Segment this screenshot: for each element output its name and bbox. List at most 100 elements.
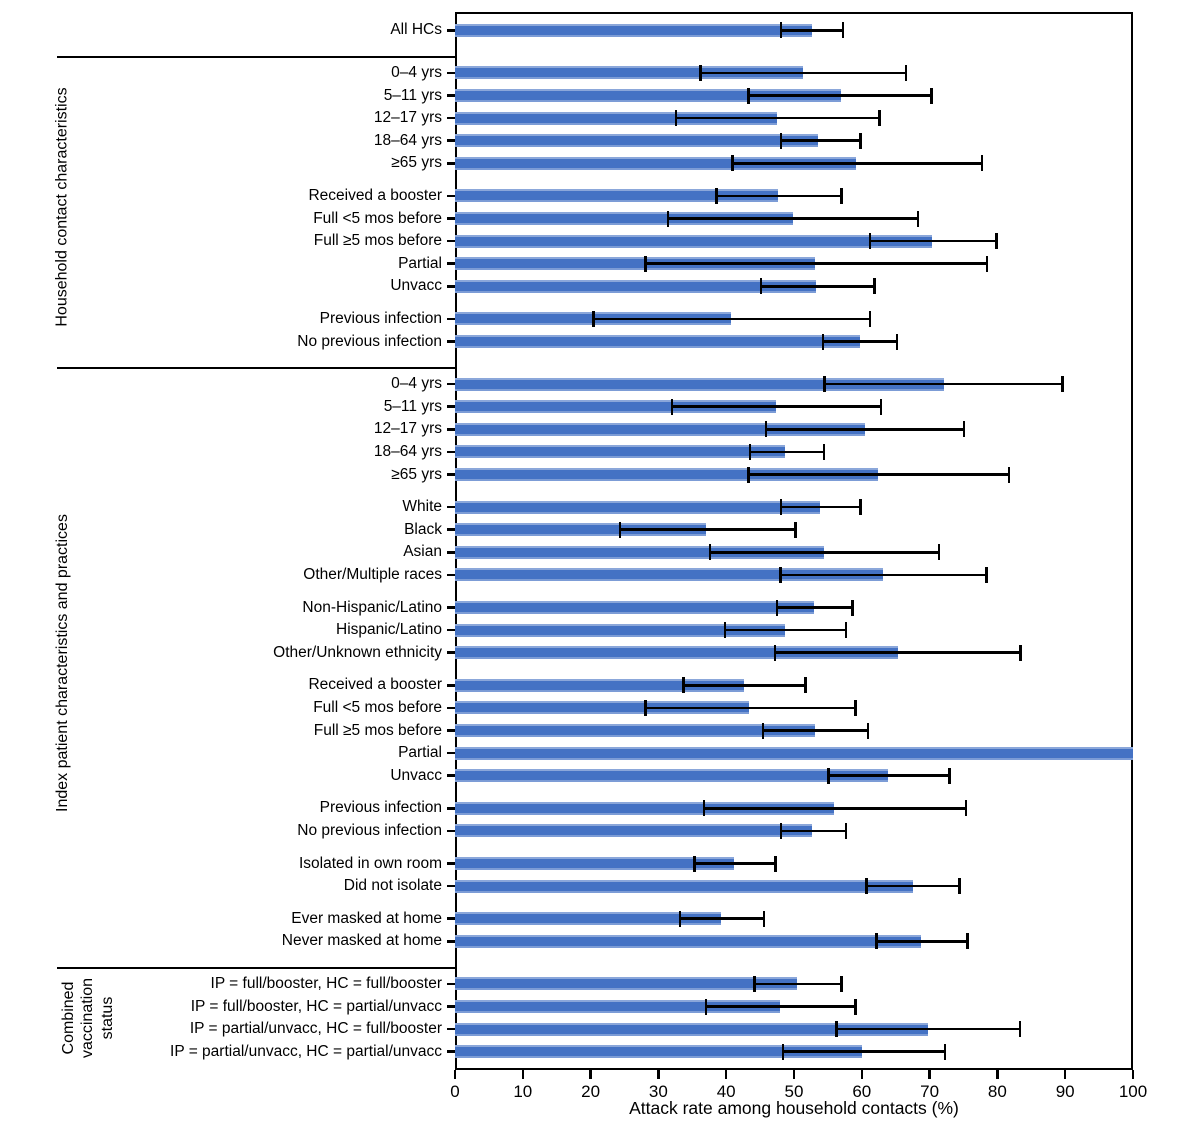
error-bar-cap-high: [948, 767, 951, 784]
error-bar-line: [683, 684, 806, 687]
category-tick: [447, 628, 455, 632]
error-bar-line: [645, 706, 856, 710]
category-tick: [447, 217, 455, 220]
bar: [455, 257, 816, 271]
row-label: 0–4 yrs: [391, 63, 442, 81]
category-tick: [447, 317, 455, 321]
category-tick: [447, 94, 455, 97]
error-bar-cap-high: [964, 800, 968, 817]
bar: [455, 335, 860, 348]
row-label: ≥65 yrs: [391, 465, 442, 483]
x-axis-tick: [453, 1070, 457, 1079]
bar: [455, 111, 778, 125]
error-bar-cap-low: [704, 998, 708, 1015]
error-bar-cap-low: [702, 800, 706, 817]
category-tick: [447, 139, 455, 142]
section-label: Combined vaccination status: [60, 977, 116, 1058]
row-label: Black: [404, 520, 442, 538]
row-label: Partial: [398, 744, 442, 762]
error-bar-cap-low: [618, 521, 621, 538]
category-tick: [447, 428, 455, 431]
error-bar-cap-low: [865, 878, 868, 895]
error-bar-line: [671, 405, 881, 408]
row-label: Hispanic/Latino: [336, 621, 442, 639]
error-bar-line: [869, 239, 997, 243]
row-label: IP = partial/unvacc, HC = full/booster: [189, 1020, 442, 1038]
x-axis-tick-label: 10: [513, 1082, 533, 1101]
error-bar-line: [705, 1005, 856, 1008]
error-bar-cap-low: [747, 466, 750, 483]
category-tick: [447, 382, 455, 386]
error-bar-cap-high: [822, 443, 826, 460]
category-tick: [447, 285, 455, 288]
bar: [455, 746, 1133, 760]
bar: [455, 23, 813, 37]
category-tick: [447, 829, 455, 833]
error-bar-cap-high: [868, 310, 872, 327]
row-label: 0–4 yrs: [391, 375, 442, 393]
category-tick: [447, 1027, 455, 1031]
bar: [455, 769, 889, 783]
x-axis-tick-label: 40: [716, 1082, 736, 1101]
row-label: Full ≥5 mos before: [313, 721, 442, 739]
row-label: Non-Hispanic/Latino: [302, 598, 442, 616]
row-label: ≥65 yrs: [391, 154, 442, 172]
category-tick: [447, 473, 455, 476]
error-bar-cap-high: [879, 398, 883, 415]
row-label: Received a booster: [308, 186, 442, 204]
bar: [455, 801, 834, 815]
category-tick: [447, 71, 455, 75]
row-label: Full <5 mos before: [313, 209, 442, 227]
error-bar-cap-low: [592, 310, 595, 327]
error-bar-cap-low: [678, 910, 682, 927]
bar: [455, 724, 816, 737]
error-bar-cap-high: [840, 187, 843, 204]
row-label: IP = partial/unvacc, HC = partial/unvacc: [170, 1042, 442, 1060]
error-bar-cap-low: [781, 1043, 785, 1060]
bar: [455, 545, 824, 559]
category-tick: [447, 982, 455, 986]
error-bar-cap-high: [937, 544, 941, 561]
plot-frame: [455, 12, 1133, 1070]
error-bar-cap-low: [775, 599, 779, 616]
x-axis-tick: [589, 1070, 592, 1079]
error-bar-cap-low: [715, 187, 718, 204]
row-label: 12–17 yrs: [373, 109, 442, 127]
x-axis-tick-label: 80: [987, 1082, 1007, 1101]
category-tick: [447, 1050, 455, 1053]
error-bar-cap-high: [859, 132, 862, 149]
error-bar-cap-low: [827, 767, 830, 784]
row-label: Partial: [398, 254, 442, 272]
error-bar-cap-low: [779, 822, 783, 839]
bar: [455, 879, 913, 893]
category-tick: [447, 162, 455, 165]
error-bar-cap-high: [1019, 644, 1022, 661]
error-bar-cap-high: [878, 110, 881, 127]
category-tick: [447, 940, 455, 943]
error-bar-line: [781, 139, 861, 142]
row-label: Full ≥5 mos before: [313, 232, 442, 250]
error-bar-line: [709, 551, 940, 554]
section-divider: [57, 366, 455, 370]
bar: [455, 156, 857, 170]
error-bar-cap-high: [844, 622, 848, 639]
section-divider: [57, 966, 455, 970]
error-bar-cap-high: [995, 233, 998, 250]
category-tick: [447, 262, 455, 265]
error-bar-line: [754, 982, 842, 986]
error-bar-cap-low: [835, 1021, 838, 1038]
error-bar-line: [694, 862, 776, 865]
x-axis-tick: [724, 1070, 728, 1079]
error-bar-cap-low: [748, 443, 752, 460]
error-bar-line: [703, 807, 967, 810]
error-bar-line: [783, 1050, 946, 1053]
row-label: Never masked at home: [281, 932, 442, 950]
category-tick: [447, 505, 455, 509]
bar: [455, 445, 786, 459]
error-bar-cap-low: [823, 376, 826, 393]
category-tick: [447, 862, 455, 865]
error-bar-cap-low: [875, 933, 878, 950]
row-label: No previous infection: [297, 332, 442, 350]
error-bar-cap-high: [762, 910, 766, 927]
